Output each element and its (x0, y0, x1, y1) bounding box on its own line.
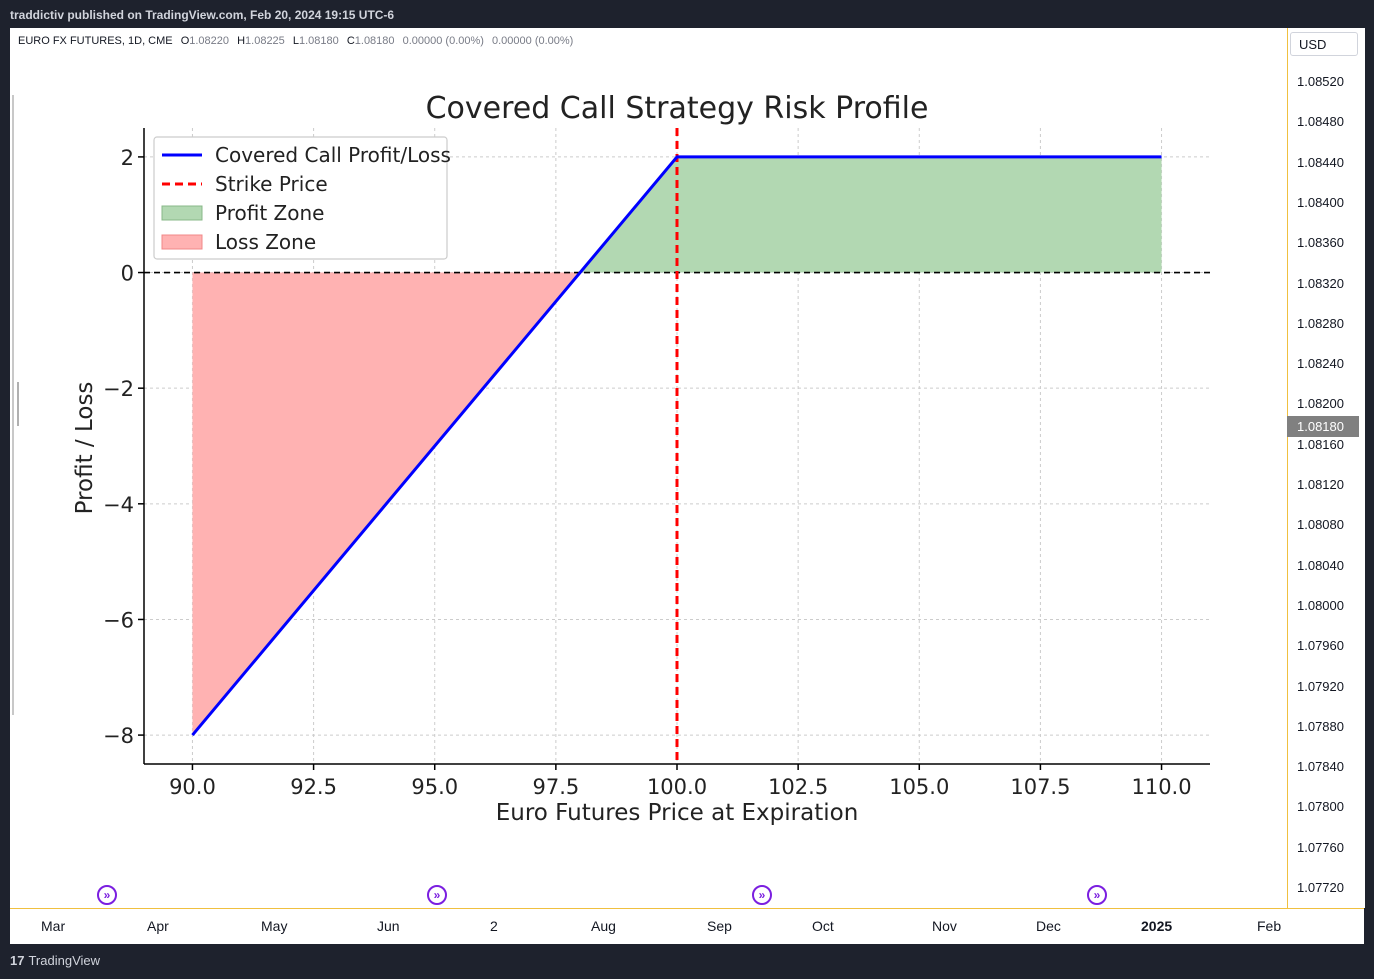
event-marker-icon[interactable]: » (752, 885, 772, 905)
x-tick-label: 97.5 (532, 775, 579, 799)
x-tick-label: 105.0 (889, 775, 949, 799)
change-value: 0.00000 (0.00%) (402, 35, 484, 47)
left-scroll-strip (12, 95, 14, 715)
price-tick-label: 1.08240 (1297, 356, 1344, 372)
time-label: Sep (707, 918, 732, 934)
price-tick-label: 1.08200 (1297, 396, 1344, 412)
time-label: Feb (1257, 918, 1282, 934)
y-tick-label: 2 (121, 146, 134, 170)
time-label: May (261, 918, 288, 934)
y-tick-label: −8 (103, 724, 134, 748)
left-drag-handle[interactable] (17, 382, 19, 426)
legend-label: Covered Call Profit/Loss (215, 143, 451, 167)
time-label: Oct (812, 918, 834, 934)
x-tick-label: 110.0 (1131, 775, 1191, 799)
y-tick-label: 0 (121, 262, 134, 286)
y-tick-labels: 2 0 −2 −4 −6 −8 (103, 146, 134, 748)
chart-image: 90.0 92.5 95.0 97.5 100.0 102.5 105.0 107.5 110.… (72, 91, 1210, 826)
time-label: Nov (932, 918, 957, 934)
price-tick-label: 1.08120 (1297, 477, 1344, 492)
legend-box (153, 136, 448, 260)
price-tick-label: 1.07960 (1297, 638, 1344, 654)
time-label: Mar (41, 918, 66, 934)
symbol-name[interactable]: EURO FX FUTURES, 1D, CME (18, 35, 173, 47)
price-tick-label: 1.07880 (1297, 718, 1344, 734)
current-price-label: 1.08180 (1287, 416, 1359, 437)
x-tick-label: 107.5 (1010, 775, 1070, 799)
price-tick-label: 1.08480 (1297, 114, 1344, 130)
x-tick-label: 100.0 (647, 775, 707, 799)
x-tick-label: 90.0 (169, 775, 216, 799)
top-bar (0, 0, 1374, 28)
y-tick-label: −4 (103, 493, 134, 517)
time-label: 2025 (1141, 918, 1173, 934)
event-marker-icon[interactable]: » (1087, 885, 1107, 905)
symbol-legend[interactable]: EURO FX FUTURES, 1D, CME O1.08220 H1.082… (18, 35, 578, 47)
x-tick-label: 102.5 (768, 775, 828, 799)
tradingview-logo[interactable]: 17 TradingView (10, 953, 100, 968)
chart-title: Covered Call Strategy Risk Profile (426, 91, 929, 126)
price-tick-label: 1.07920 (1297, 678, 1344, 694)
series-lines (191, 155, 1162, 737)
axes (138, 128, 1210, 770)
event-marker-icon[interactable]: » (427, 885, 447, 905)
currency-selector[interactable]: USD (1290, 32, 1358, 56)
ohlc-low: L1.08180 (292, 35, 339, 47)
x-tick-labels: 90.0 92.5 95.0 97.5 100.0 102.5 105.0 107.5 110.… (169, 775, 1192, 799)
price-tick-label: 1.08080 (1297, 517, 1344, 533)
ohlc-open: O1.08220 (180, 35, 230, 47)
price-axis[interactable] (1287, 28, 1365, 908)
y-tick-label: −6 (103, 608, 134, 632)
chart-legend: Covered Call Profit/Loss Strike Price Prof… (153, 136, 451, 260)
price-tick-label: 1.08280 (1297, 315, 1344, 331)
time-label: Aug (591, 918, 616, 934)
price-tick-label: 1.07760 (1297, 839, 1344, 855)
price-tick-label: 1.07720 (1297, 880, 1344, 895)
change-value-2: 0.00000 (0.00%) (492, 35, 574, 47)
time-label: Dec (1036, 918, 1061, 934)
bottom-bar (0, 944, 1374, 979)
legend-label: Strike Price (215, 172, 328, 196)
price-tick-label: 1.08040 (1297, 557, 1344, 573)
price-tick-label: 1.08400 (1297, 194, 1344, 210)
time-label: Jun (377, 918, 400, 934)
price-tick-label: 1.08520 (1297, 74, 1344, 89)
price-tick-label: 1.08160 (1297, 436, 1344, 452)
y-axis-label: Profit / Loss (72, 382, 98, 515)
x-tick-label: 92.5 (290, 775, 337, 799)
time-label: Apr (147, 918, 169, 934)
x-tick-label: 95.0 (411, 775, 458, 799)
price-tick-label: 1.08320 (1297, 275, 1344, 291)
legend-swatch (161, 234, 203, 250)
legend-label: Loss Zone (215, 230, 316, 254)
ohlc-high: H1.08225 (237, 35, 285, 47)
publisher-line: traddictiv published on TradingView.com,… (10, 8, 395, 22)
tv-brand-name: TradingView (28, 953, 101, 968)
y-tick-label: −2 (103, 377, 134, 401)
series-line-covered-call (191, 155, 1162, 737)
profit-zone-area (580, 156, 1162, 273)
x-axis-label: Euro Futures Price at Expiration (496, 800, 859, 826)
legend-swatch (161, 205, 203, 221)
price-tick-label: 1.07840 (1297, 759, 1344, 775)
time-axis[interactable] (10, 908, 1364, 945)
event-marker-icon[interactable]: » (97, 885, 117, 905)
price-tick-label: 1.08440 (1297, 154, 1344, 170)
price-tick-label: 1.08000 (1297, 597, 1344, 613)
price-tick-label: 1.08360 (1297, 235, 1344, 251)
ohlc-close: C1.08180 (346, 35, 395, 47)
price-tick-label: 1.07800 (1297, 799, 1344, 815)
tv-logo-icon: 17 (10, 953, 25, 968)
time-label: 2 (490, 918, 498, 934)
legend-label: Profit Zone (215, 201, 324, 225)
